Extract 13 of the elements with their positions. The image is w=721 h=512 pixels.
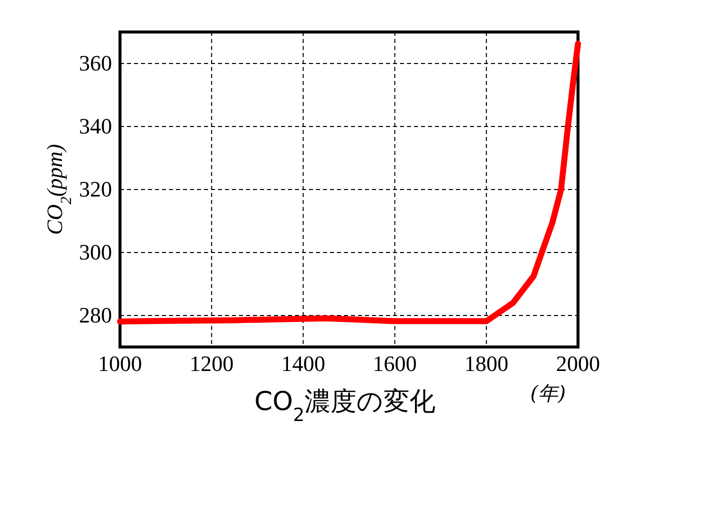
x-tick-label: 1200 <box>190 351 234 376</box>
x-tick-label: 1800 <box>464 351 508 376</box>
text: CO$_{2}$濃度の変化 <box>254 387 436 426</box>
y-tick-label: 340 <box>79 114 112 138</box>
x-tick-label: 2000 <box>556 351 600 376</box>
y-tick-label: 320 <box>79 176 112 202</box>
y-tick-label: 300 <box>79 240 112 264</box>
y-tick-label: 280 <box>79 302 112 328</box>
text: (年) <box>530 381 566 405</box>
x-tick-label: 1000 <box>98 351 142 376</box>
x-tick-label: 1400 <box>281 351 326 376</box>
x-tick-label: 1600 <box>372 351 417 376</box>
y-tick-label: 360 <box>79 50 112 76</box>
